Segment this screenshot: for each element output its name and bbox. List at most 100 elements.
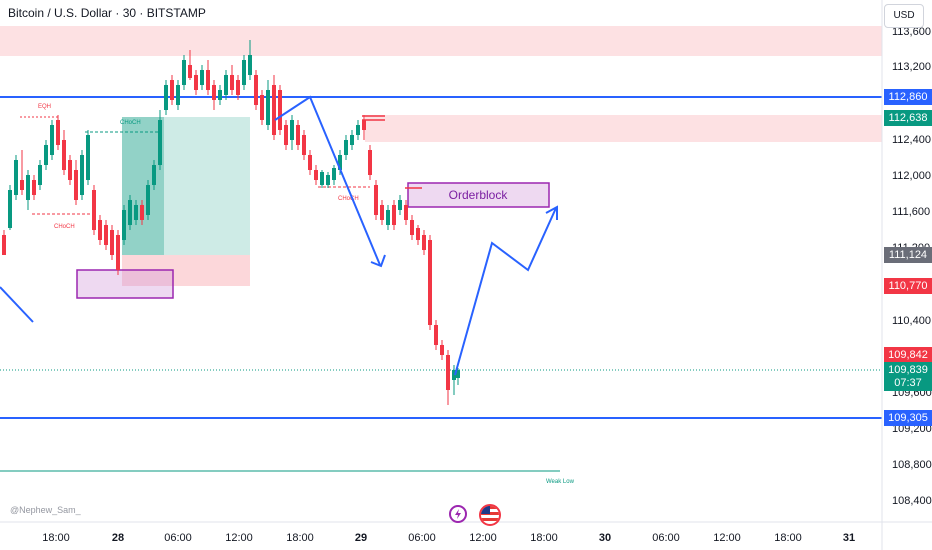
candle-body: [56, 120, 60, 145]
candle-body: [362, 120, 366, 130]
candle-body: [398, 200, 402, 210]
candle-body: [146, 185, 150, 215]
time-tick-label: 06:00: [164, 532, 192, 544]
weak-low-label: Weak Low: [546, 479, 575, 485]
candle-body: [140, 205, 144, 220]
eqh-label: EQH: [38, 104, 51, 110]
candle-body: [176, 85, 180, 105]
time-tick-label: 28: [112, 532, 124, 544]
candle-body: [80, 155, 84, 195]
candle-body: [410, 220, 414, 235]
candle-body: [164, 85, 168, 110]
candle-body: [296, 125, 300, 145]
supply-zone-right: [365, 115, 882, 142]
candle-body: [434, 325, 438, 345]
price-tag: 109,842: [884, 347, 932, 363]
candle-body: [194, 75, 198, 90]
choch-label-3: CHoCH: [338, 196, 359, 202]
price-tag: 109,305: [884, 410, 932, 426]
candle-body: [284, 125, 288, 145]
flash-icon[interactable]: [449, 505, 467, 523]
time-tick-label: 18:00: [774, 532, 802, 544]
us-flag-icon[interactable]: [479, 504, 501, 526]
price-tick-label: 108,800: [892, 459, 932, 471]
candle-body: [386, 210, 390, 225]
orderblock-box[interactable]: [407, 182, 550, 208]
trendline-left[interactable]: [0, 286, 34, 323]
candle-body: [92, 190, 96, 230]
candle-body: [98, 220, 102, 240]
candle-body: [44, 145, 48, 165]
candle-body: [206, 70, 210, 90]
candle-body: [86, 135, 90, 180]
candle-body: [344, 140, 348, 155]
candle-body: [152, 165, 156, 185]
candle-body: [428, 240, 432, 325]
candle-body: [2, 235, 6, 255]
candle-body: [32, 180, 36, 195]
candle-body: [290, 120, 294, 140]
candle-body: [218, 90, 222, 100]
price-tick-label: 108,400: [892, 495, 932, 507]
candle-body: [200, 70, 204, 85]
candle-body: [308, 155, 312, 170]
candle-body: [212, 85, 216, 100]
time-tick-label: 18:00: [530, 532, 558, 544]
time-tick-label: 06:00: [408, 532, 436, 544]
price-tick-label: 112,400: [892, 134, 931, 146]
candle-body: [62, 140, 66, 170]
candle-body: [38, 165, 42, 185]
candle-body: [110, 230, 114, 255]
candle-body: [14, 160, 18, 195]
price-tick-label: 113,600: [892, 26, 931, 38]
choch-label-1: CHoCH: [54, 224, 75, 230]
price-tag: 112,860: [884, 89, 932, 105]
entry-zone-box[interactable]: [122, 117, 164, 255]
candle-body: [170, 80, 174, 100]
candle-body: [8, 190, 12, 228]
arrowhead-up: [545, 205, 558, 220]
candle-body: [422, 235, 426, 250]
candle-body: [332, 168, 336, 180]
price-tag: 109,839: [884, 362, 932, 378]
candle-body: [338, 155, 342, 170]
time-tick-label: 29: [355, 532, 367, 544]
price-tick-label: 109,200: [892, 423, 932, 435]
candle-body: [392, 205, 396, 225]
candle-body: [350, 135, 354, 145]
candle-body: [368, 150, 372, 175]
candle-body: [188, 65, 192, 78]
time-tick-label: 12:00: [713, 532, 741, 544]
time-tick-label: 12:00: [469, 532, 497, 544]
candle-body: [248, 55, 252, 75]
candle-body: [134, 205, 138, 220]
orderblock-label: Orderblock: [448, 188, 508, 202]
arrowhead-down: [370, 254, 386, 268]
candle-body: [374, 185, 378, 215]
candle-body: [20, 180, 24, 190]
candles-group: [2, 40, 460, 405]
candle-body: [320, 172, 324, 185]
time-axis[interactable]: 18:00 28 06:00 12:00 18:00 29 06:00 12:00 18:00 3…: [42, 532, 855, 544]
candle-body: [456, 370, 460, 378]
projection-path-down[interactable]: [274, 95, 381, 266]
choch-label-2: CHoCH: [120, 120, 141, 126]
projection-path-up[interactable]: [454, 207, 557, 376]
candle-body: [50, 125, 54, 155]
price-tick-label: 113,200: [892, 61, 931, 73]
currency-button[interactable]: USD: [884, 4, 924, 28]
candle-body: [272, 85, 276, 135]
candle-body: [356, 125, 360, 135]
demand-box[interactable]: [76, 269, 174, 299]
long-position-profit-zone: [122, 117, 250, 255]
candle-body: [182, 60, 186, 85]
price-tag: 112,638: [884, 110, 932, 126]
candle-body: [116, 235, 120, 270]
time-tick-label: 31: [843, 532, 855, 544]
price-tag: 110,770: [884, 278, 932, 294]
candle-body: [314, 170, 318, 180]
candle-body: [416, 228, 420, 240]
candle-body: [326, 175, 330, 185]
supply-zone-top: [0, 26, 882, 56]
